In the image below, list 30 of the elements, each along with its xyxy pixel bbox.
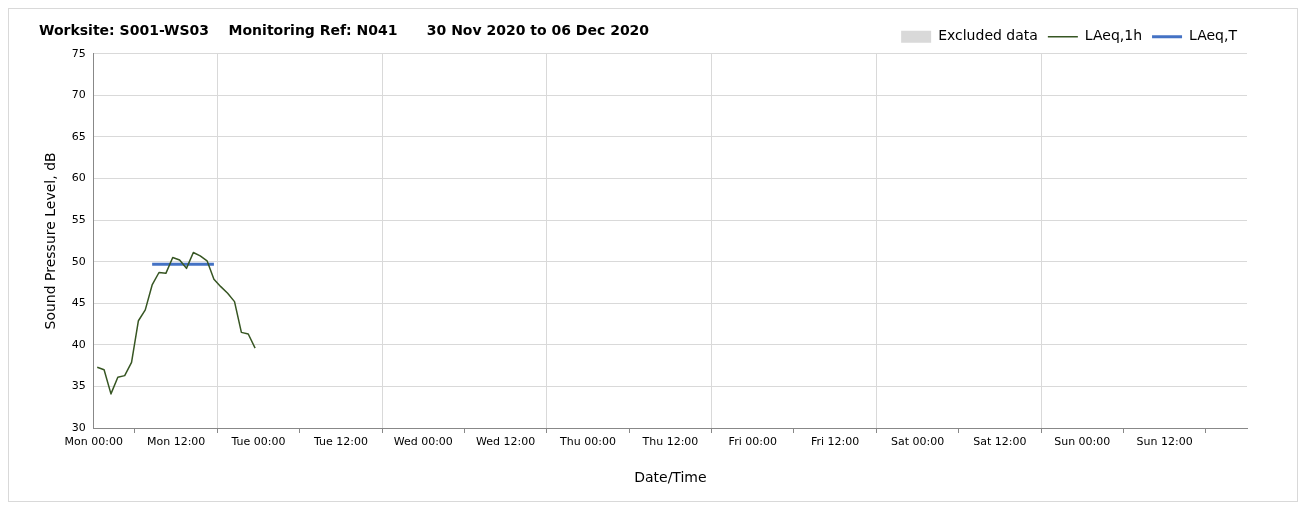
x-tick-label: Fri 00:00 [728,435,777,449]
x-tick-label: Sun 00:00 [1054,435,1111,449]
y-tick-label: 55 [71,212,86,226]
x-tick-label: Tue 12:00 [312,435,368,449]
y-tick-label: 70 [71,88,86,102]
legend-label: Excluded data [938,27,1038,44]
y-tick-label: 40 [71,337,86,351]
x-tick-label: Tue 00:00 [230,435,286,449]
y-tick-label: 30 [71,420,86,434]
x-tick-label: Thu 00:00 [559,435,616,449]
legend-label: LAeq,T [1189,27,1238,44]
y-tick-label: 65 [71,129,86,143]
y-axis-title: Sound Pressure Level, dB [42,152,59,330]
y-tick-label: 35 [71,379,86,393]
x-tick-label: Thu 12:00 [641,435,699,449]
x-tick-label: Fri 12:00 [810,435,860,449]
legend-label: LAeq,1h [1084,27,1143,44]
y-tick-label: 45 [71,296,86,310]
x-tick-label: Sun 12:00 [1136,435,1193,449]
x-tick-label: Sat 12:00 [973,435,1027,449]
x-tick-label: Sat 00:00 [890,435,945,449]
x-tick-label: Mon 00:00 [64,435,123,449]
y-tick-label: 50 [71,254,86,268]
y-tick-label: 60 [71,171,86,185]
chart-title: Worksite: S001-WS03 Monitoring Ref: N041 30 Nov 2020 to 06 Dec 2020 [39,22,650,39]
x-axis-title: Date/Time [634,469,707,486]
x-tick-label: Wed 00:00 [393,435,453,449]
x-tick-label: Wed 12:00 [476,435,536,449]
y-tick-label: 75 [71,46,86,60]
x-tick-label: Mon 12:00 [146,435,206,449]
